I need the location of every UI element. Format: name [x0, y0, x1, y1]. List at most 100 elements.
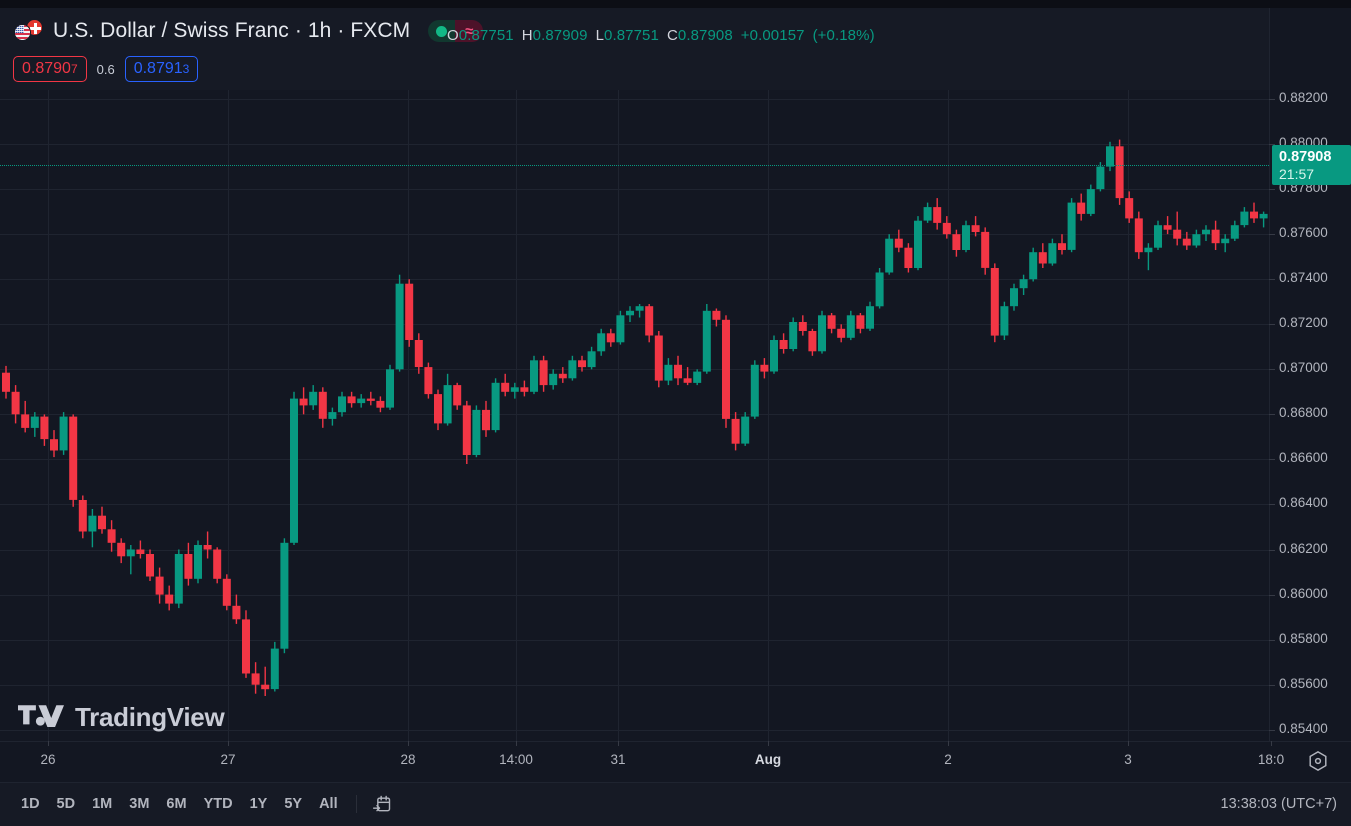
- gridline: [48, 90, 49, 741]
- window-top-strip: [0, 0, 1351, 8]
- gridline: [0, 549, 1269, 551]
- market-open-icon: [428, 20, 456, 42]
- range-button-6m[interactable]: 6M: [166, 796, 187, 812]
- gridline: [0, 144, 1269, 146]
- low-label: L: [595, 27, 605, 44]
- ask-price-box[interactable]: 0.8791 3: [124, 56, 199, 82]
- time-tick-mark: [516, 741, 517, 746]
- current-price-badge[interactable]: 0.87908 21:57: [1272, 144, 1351, 185]
- price-tick-label: 0.86800: [1279, 405, 1328, 421]
- gridline: [768, 90, 769, 741]
- gridline: [0, 594, 1269, 596]
- symbol-title[interactable]: U.S. Dollar / Swiss Franc · 1h · FXCM: [53, 19, 411, 42]
- high-label: H: [521, 27, 533, 44]
- time-tick-mark: [768, 741, 769, 746]
- market-status-pill[interactable]: ≈: [428, 20, 484, 42]
- close-value: 0.87908: [677, 27, 733, 44]
- range-button-1y[interactable]: 1Y: [249, 796, 268, 812]
- candlestick-series: [2, 139, 1268, 696]
- price-tick-mark: [1269, 369, 1275, 371]
- time-tick-label: 31: [610, 752, 626, 767]
- ask-tail: 3: [182, 62, 190, 76]
- approx-delayed-icon: ≈: [455, 20, 484, 42]
- time-axis-separator: [0, 741, 1351, 742]
- range-button-ytd[interactable]: YTD: [203, 796, 233, 812]
- time-tick-mark: [228, 741, 229, 746]
- approx-glyph: ≈: [465, 22, 474, 40]
- symbol-flags: [14, 19, 44, 43]
- range-button-1d[interactable]: 1D: [21, 796, 40, 812]
- time-tick-mark: [408, 741, 409, 746]
- price-tick-mark: [1269, 279, 1275, 281]
- gridline: [0, 234, 1269, 236]
- time-tick-mark: [618, 741, 619, 746]
- symbol-row: U.S. Dollar / Swiss Franc · 1h · FXCM ≈: [14, 16, 484, 46]
- gridline: [1128, 90, 1129, 741]
- gridline: [228, 90, 229, 741]
- price-tick-mark: [1269, 189, 1275, 191]
- price-tick-mark: [1269, 459, 1275, 461]
- price-tick-mark: [1269, 549, 1275, 551]
- range-button-1m[interactable]: 1M: [92, 796, 113, 812]
- time-axis[interactable]: 26 27 28 14:00 31 Aug 2 3 18:0: [0, 741, 1351, 782]
- open-label: O: [447, 27, 459, 44]
- price-tick-mark: [1269, 684, 1275, 686]
- price-tick-mark: [1269, 99, 1275, 100]
- time-tick-label: 18:0: [1257, 752, 1285, 767]
- range-button-3m[interactable]: 3M: [129, 796, 150, 812]
- price-tick-label: 0.87200: [1279, 315, 1328, 331]
- change-percent: (+0.18%): [812, 27, 875, 44]
- price-tick-mark: [1269, 504, 1275, 506]
- gridline: [0, 414, 1269, 416]
- chart-canvas-area[interactable]: TradingView: [0, 90, 1269, 741]
- price-tick-mark: [1269, 639, 1275, 641]
- gridline: [0, 369, 1269, 371]
- close-label: C: [666, 27, 678, 44]
- gridline: [0, 459, 1269, 461]
- bid-price-box[interactable]: 0.8790 7: [13, 56, 87, 82]
- time-tick-label: 3: [1124, 752, 1132, 767]
- bottom-toolbar-separator: [0, 782, 1351, 783]
- gridline: [0, 684, 1269, 686]
- price-tick-label: 0.85400: [1279, 720, 1328, 736]
- gridline: [618, 90, 619, 741]
- ask-main: 0.8791: [133, 60, 183, 77]
- high-value: 0.87909: [532, 27, 588, 44]
- bid-main: 0.8790: [22, 60, 71, 77]
- spread-value: 0.6: [96, 61, 115, 77]
- us-flag-icon: [14, 24, 31, 41]
- range-button-all[interactable]: All: [319, 796, 338, 812]
- gridline: [948, 90, 949, 741]
- price-tick-mark: [1269, 414, 1275, 416]
- axis-target-icon[interactable]: [1307, 750, 1329, 772]
- price-tick-label: 0.86400: [1279, 495, 1328, 511]
- low-value: 0.87751: [604, 27, 659, 44]
- price-tick-label: 0.87400: [1279, 270, 1328, 286]
- gridline: [0, 504, 1269, 506]
- price-tick-mark: [1269, 234, 1275, 236]
- time-tick-mark: [1128, 741, 1129, 746]
- price-tick-label: 0.86200: [1279, 540, 1328, 556]
- open-value: 0.87751: [458, 27, 514, 44]
- time-tick-label: 26: [40, 752, 56, 767]
- range-button-5y[interactable]: 5Y: [284, 796, 303, 812]
- goto-date-icon[interactable]: [368, 790, 396, 818]
- gridline: [0, 279, 1269, 281]
- time-tick-label: 14:00: [499, 752, 533, 767]
- gridline: [0, 639, 1269, 641]
- price-tick-mark: [1269, 594, 1275, 596]
- toolbar-divider: [355, 795, 357, 813]
- chart-header: U.S. Dollar / Swiss Franc · 1h · FXCM ≈ …: [0, 8, 1351, 90]
- ohlc-legend: O0.87751 H0.87909 L0.87751 C0.87908 +0.00157…: [447, 27, 875, 44]
- current-price-line: [0, 164, 1269, 166]
- price-tick-mark: [1269, 144, 1275, 146]
- time-tick-label: 28: [400, 752, 416, 767]
- clock[interactable]: 13:38:03 (UTC+7): [1220, 796, 1337, 812]
- gridline: [0, 324, 1269, 326]
- time-tick-mark: [48, 741, 49, 746]
- bottom-toolbar: 1D 5D 1M 3M 6M YTD 1Y 5Y All 13:38:03 (UTC+7): [0, 782, 1351, 826]
- time-tick-label: 2: [944, 752, 952, 767]
- range-button-5d[interactable]: 5D: [56, 796, 76, 812]
- price-axis[interactable]: 0.88200 0.88000 0.87800 0.87600 0.87400 0.872…: [1269, 8, 1351, 741]
